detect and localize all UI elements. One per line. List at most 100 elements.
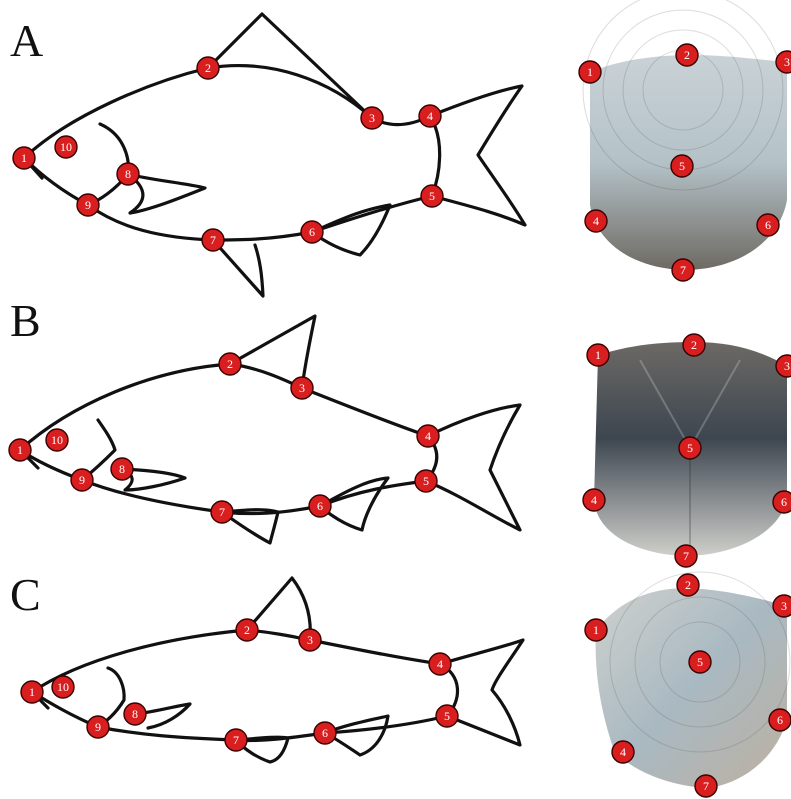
scale-b: 1 2 3 4 5 6 7 [583,334,791,567]
scale-landmark-4: 4 [585,210,607,232]
scale-landmark-1: 1 [587,344,609,366]
svg-text:4: 4 [591,493,597,507]
svg-text:3: 3 [369,111,375,125]
svg-text:5: 5 [697,655,703,669]
svg-text:7: 7 [233,733,239,747]
svg-text:4: 4 [425,429,431,443]
landmark-4: 4 [429,653,451,675]
svg-text:3: 3 [299,381,305,395]
scale-landmark-2: 2 [683,334,705,356]
landmark-1: 1 [9,439,31,461]
svg-text:2: 2 [227,357,233,371]
landmark-5: 5 [421,185,443,207]
svg-text:1: 1 [21,151,27,165]
svg-text:6: 6 [781,495,787,509]
svg-text:5: 5 [687,441,693,455]
landmark-5: 5 [436,705,458,727]
landmark-9: 9 [77,194,99,216]
svg-text:2: 2 [244,623,250,637]
scale-landmark-5: 5 [671,155,693,177]
scale-landmark-1: 1 [585,619,607,641]
svg-text:2: 2 [691,338,697,352]
svg-text:5: 5 [444,709,450,723]
svg-text:9: 9 [79,473,85,487]
scale-landmark-2: 2 [677,574,699,596]
landmark-10: 10 [55,136,77,158]
svg-text:9: 9 [95,720,101,734]
landmark-2: 2 [236,619,258,641]
svg-text:6: 6 [322,726,328,740]
svg-text:2: 2 [205,61,211,75]
svg-text:8: 8 [119,462,125,476]
fish-landmarks-c: 1 2 3 4 5 6 7 8 9 10 [21,619,458,751]
svg-text:4: 4 [427,109,433,123]
svg-text:6: 6 [309,225,315,239]
landmark-1: 1 [21,681,43,703]
svg-text:5: 5 [429,189,435,203]
landmark-2: 2 [219,353,241,375]
landmark-8: 8 [124,703,146,725]
landmark-6: 6 [309,495,331,517]
landmark-3: 3 [291,377,313,399]
svg-text:6: 6 [317,499,323,513]
svg-text:7: 7 [219,505,225,519]
svg-text:10: 10 [57,680,69,694]
svg-text:7: 7 [680,263,686,277]
svg-text:6: 6 [765,218,771,232]
landmark-8: 8 [111,458,133,480]
svg-text:2: 2 [685,578,691,592]
svg-text:6: 6 [777,713,783,727]
landmark-3: 3 [361,107,383,129]
scale-landmark-6: 6 [769,709,791,731]
landmark-6: 6 [301,221,323,243]
svg-text:1: 1 [595,348,601,362]
svg-text:7: 7 [683,549,689,563]
svg-text:2: 2 [684,48,690,62]
svg-text:4: 4 [437,657,443,671]
landmark-9: 9 [87,716,109,738]
landmark-9: 9 [71,469,93,491]
svg-text:10: 10 [60,140,72,154]
fish-outline-a [24,14,525,296]
scale-landmark-3: 3 [773,595,791,617]
scale-landmark-7: 7 [695,775,717,797]
svg-text:3: 3 [781,599,787,613]
panel-c: C 1 2 3 4 5 6 7 8 9 10 [10,569,791,797]
svg-text:1: 1 [17,443,23,457]
landmark-4: 4 [419,105,441,127]
panel-letter-c: C [10,569,41,620]
scale-landmark-5: 5 [689,651,711,673]
scale-landmark-3: 3 [776,51,791,73]
panel-b: B 1 2 3 4 5 6 7 8 9 10 [9,295,791,567]
svg-text:9: 9 [85,198,91,212]
fish-outline-b [20,316,520,543]
landmark-7: 7 [211,501,233,523]
panel-a: A 1 2 3 4 5 6 7 8 [10,0,791,296]
svg-text:5: 5 [679,159,685,173]
landmark-1: 1 [13,147,35,169]
landmark-10: 10 [52,676,74,698]
landmark-7: 7 [202,229,224,251]
scale-landmark-3: 3 [776,355,791,377]
scale-landmark-6: 6 [757,214,779,236]
svg-text:3: 3 [784,359,790,373]
svg-text:1: 1 [593,623,599,637]
svg-text:3: 3 [784,55,790,69]
scale-c: 1 2 3 4 5 6 7 [585,572,791,797]
landmark-6: 6 [314,722,336,744]
svg-text:5: 5 [423,474,429,488]
svg-text:4: 4 [620,745,626,759]
landmark-3: 3 [299,629,321,651]
scale-landmark-2: 2 [676,44,698,66]
svg-text:10: 10 [51,433,63,447]
svg-text:7: 7 [210,233,216,247]
scale-landmark-7: 7 [675,545,697,567]
scale-landmark-6: 6 [773,491,791,513]
svg-text:1: 1 [587,65,593,79]
svg-text:8: 8 [132,707,138,721]
landmark-5: 5 [415,470,437,492]
landmark-8: 8 [117,163,139,185]
scale-landmark-4: 4 [612,741,634,763]
svg-text:3: 3 [307,633,313,647]
